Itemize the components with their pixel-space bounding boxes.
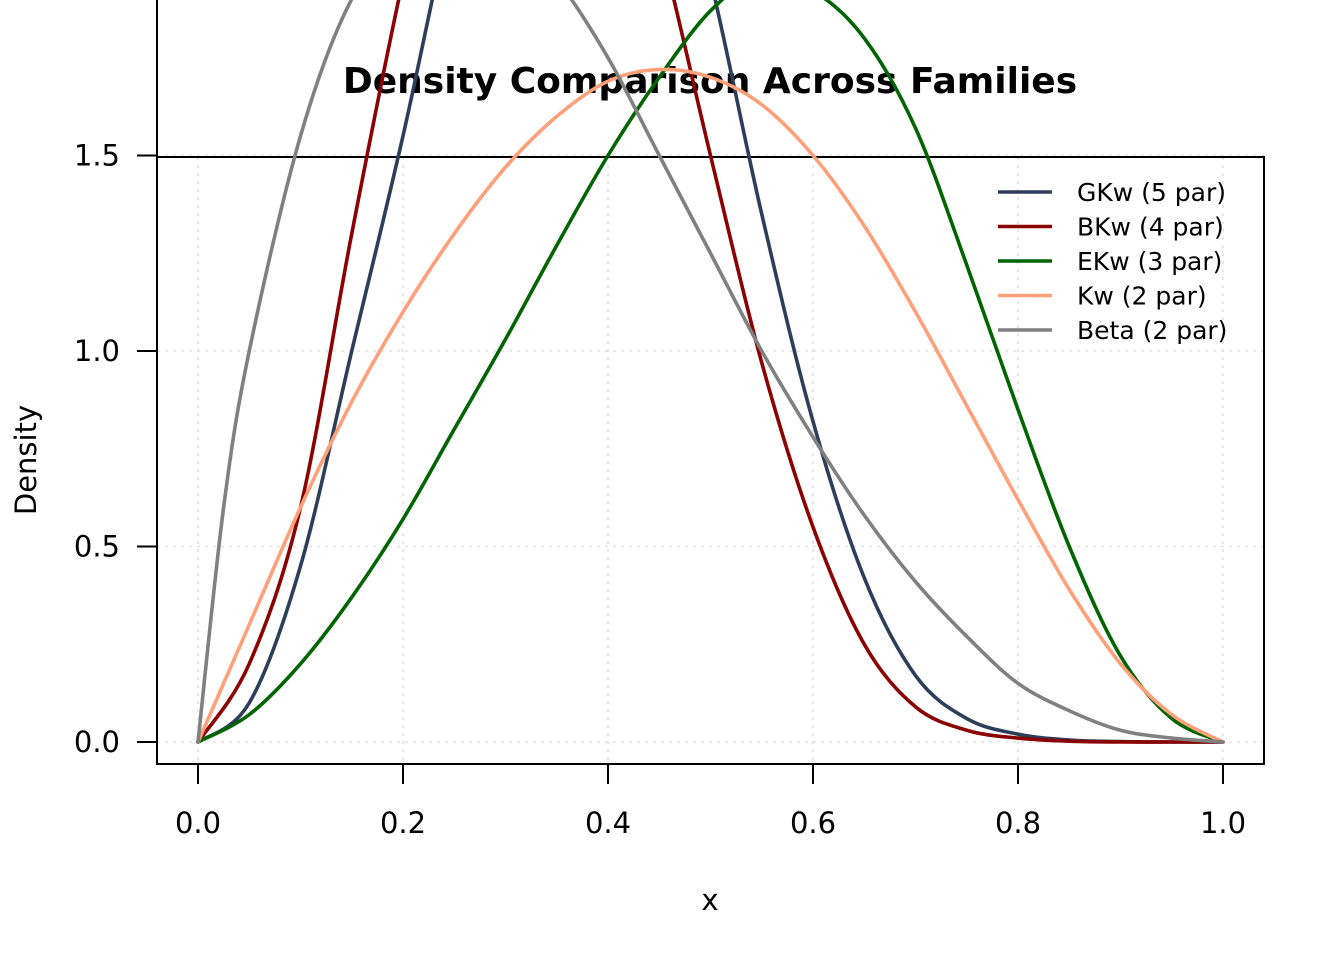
x-tick-label: 0.2	[380, 806, 426, 840]
y-tick-label: 0.5	[74, 530, 120, 564]
series-line-ekw	[196, 0, 1225, 744]
x-axis-label: x	[701, 883, 718, 917]
x-tick-label: 0.4	[585, 806, 631, 840]
legend-label: Beta (2 par)	[1077, 316, 1227, 345]
series-line-bkw	[196, 0, 1225, 744]
legend-label: EKw (3 par)	[1077, 247, 1222, 276]
x-tick-label: 0.0	[175, 806, 221, 840]
series-line-gkw	[196, 0, 1225, 744]
legend-label: GKw (5 par)	[1077, 178, 1226, 207]
y-tick-label: 1.0	[74, 334, 120, 368]
y-tick-label: 0.0	[74, 725, 120, 759]
x-tick-label: 0.6	[790, 806, 836, 840]
legend: GKw (5 par) BKw (4 par) EKw (3 par) Kw (2 p…	[998, 178, 1227, 345]
chart-title: Density Comparison Across Families	[343, 61, 1077, 102]
axes: 0.00.20.40.60.81.00.00.51.01.52.02.5	[74, 0, 1246, 840]
series-line-kw	[196, 67, 1225, 744]
series-layer	[196, 0, 1225, 744]
x-tick-label: 0.8	[995, 806, 1041, 840]
x-tick-label: 1.0	[1200, 806, 1246, 840]
y-axis-label: Density	[9, 405, 43, 515]
legend-label: Kw (2 par)	[1077, 282, 1207, 311]
series-line-beta	[196, 0, 1225, 744]
y-tick-label: 1.5	[74, 139, 120, 173]
grid	[157, 154, 1264, 764]
legend-label: BKw (4 par)	[1077, 213, 1224, 242]
